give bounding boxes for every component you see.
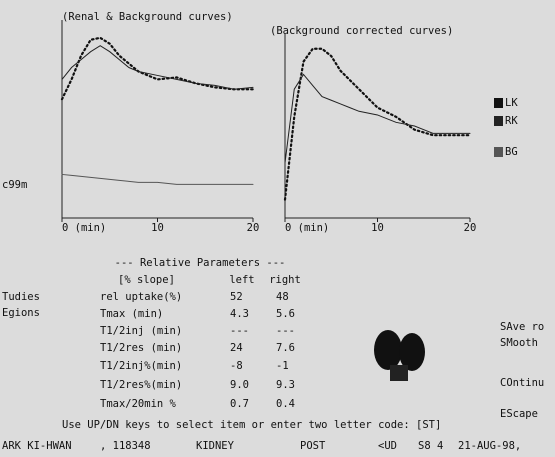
table-header: right xyxy=(269,274,301,286)
menu-item[interactable]: SAve ro xyxy=(500,321,544,333)
status-field: 21-AUG-98, xyxy=(458,440,521,452)
status-field: <UD xyxy=(378,440,397,452)
legend-label: LK xyxy=(505,97,518,109)
cell: 24 xyxy=(230,342,243,354)
row-label: Tmax/20min % xyxy=(100,398,177,410)
table-header: [% slope] xyxy=(118,274,175,286)
side-label: c99m xyxy=(2,179,27,191)
cell: 0.7 xyxy=(230,398,249,410)
row-label: T1/2inj (min) xyxy=(100,325,182,337)
chart-title: (Background corrected curves) xyxy=(270,25,453,37)
legend-label: RK xyxy=(505,115,518,127)
cell: 7.6 xyxy=(276,342,295,354)
status-field: KIDNEY xyxy=(196,440,235,452)
side-label: Tudies xyxy=(2,291,40,303)
row-label: T1/2inj%(min) xyxy=(100,360,182,372)
table-title: --- Relative Parameters --- xyxy=(115,257,286,269)
side-label: Egions xyxy=(2,307,40,319)
cell: 0.4 xyxy=(276,398,295,410)
menu-item[interactable]: EScape xyxy=(500,408,538,420)
x-tick-label: 20 xyxy=(247,222,260,234)
kidney-image xyxy=(374,330,425,381)
cell: 52 xyxy=(230,291,243,303)
row-label: Tmax (min) xyxy=(100,308,163,320)
row-label: T1/2res%(min) xyxy=(100,379,182,391)
cell: 5.6 xyxy=(276,308,295,320)
cell: 9.0 xyxy=(230,379,249,391)
series-line xyxy=(61,173,254,185)
status-field: POST xyxy=(300,440,326,452)
prompt: Use UP/DN keys to select item or enter t… xyxy=(62,419,441,431)
cell: 4.3 xyxy=(230,308,249,320)
cell: --- xyxy=(230,325,249,337)
series-line xyxy=(61,45,254,90)
cell: 48 xyxy=(276,291,289,303)
row-label: rel uptake(%) xyxy=(100,291,182,303)
status-field: , 118348 xyxy=(100,440,151,452)
cell: -8 xyxy=(230,360,243,372)
x-tick-label: 0 (min) xyxy=(62,222,106,234)
x-tick-label: 0 (min) xyxy=(285,222,329,234)
row-label: T1/2res (min) xyxy=(100,342,182,354)
status-field: ARK KI-HWAN xyxy=(2,440,72,452)
series-line xyxy=(284,73,471,164)
cell: --- xyxy=(276,325,295,337)
legend-label: BG xyxy=(505,146,518,158)
cell: 9.3 xyxy=(276,379,295,391)
cell: -1 xyxy=(276,360,289,372)
series-line xyxy=(60,36,255,101)
menu-item[interactable]: COntinu xyxy=(500,377,544,389)
x-tick-label: 10 xyxy=(151,222,164,234)
table-header: left xyxy=(229,274,254,286)
series-line xyxy=(283,47,472,201)
legend-swatch xyxy=(494,147,503,157)
chart-title: (Renal & Background curves) xyxy=(62,11,233,23)
status-field: S8 4 xyxy=(418,440,443,452)
legend-swatch xyxy=(494,98,503,108)
x-tick-label: 10 xyxy=(371,222,384,234)
x-tick-label: 20 xyxy=(464,222,477,234)
menu-item[interactable]: SMooth xyxy=(500,337,538,349)
legend-swatch xyxy=(494,116,503,126)
